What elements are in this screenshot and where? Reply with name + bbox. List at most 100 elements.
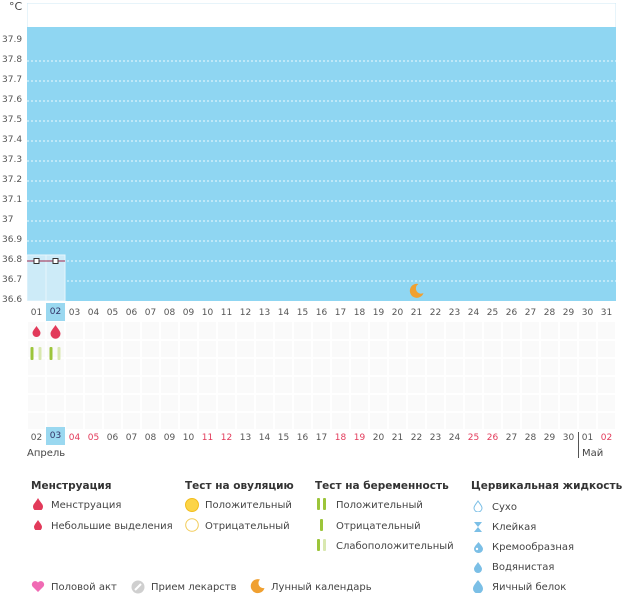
menstruation-drop-icon: [50, 325, 61, 339]
cycle-day-label[interactable]: 23: [448, 308, 461, 318]
cycle-day-label[interactable]: 13: [258, 308, 271, 318]
calendar-day-label[interactable]: 06: [106, 433, 119, 443]
pill-icon: [131, 580, 145, 594]
legend-menstruation-title: Менструация: [31, 480, 112, 492]
pregnancy-test-mark: [38, 347, 42, 360]
cycle-day-label[interactable]: 07: [144, 308, 157, 318]
calendar-day-label[interactable]: 12: [220, 433, 233, 443]
legend-cervical-watery: Водянистая: [492, 562, 555, 573]
cycle-day-label[interactable]: 15: [296, 308, 309, 318]
moon-icon: [250, 579, 265, 594]
cervical-egg-white-icon: [473, 580, 483, 593]
cycle-day-label[interactable]: 29: [562, 308, 575, 318]
calendar-day-label[interactable]: 21: [391, 433, 404, 443]
legend-menstruation: Менструация: [51, 500, 122, 511]
temperature-point: [33, 258, 40, 264]
calendar-day-label[interactable]: 01: [581, 433, 594, 443]
cycle-day-label[interactable]: 09: [182, 308, 195, 318]
legend-pregnancy-title: Тест на беременность: [315, 480, 449, 492]
cycle-day-label[interactable]: 01: [30, 308, 43, 318]
month-divider: [578, 432, 579, 458]
cycle-day-label[interactable]: 18: [353, 308, 366, 318]
calendar-day-label[interactable]: 20: [372, 433, 385, 443]
calendar-day-label[interactable]: 11: [201, 433, 214, 443]
calendar-day-label[interactable]: 23: [429, 433, 442, 443]
cycle-day-label[interactable]: 02: [46, 303, 65, 321]
calendar-day-label[interactable]: 04: [68, 433, 81, 443]
calendar-day-label[interactable]: 03: [46, 427, 65, 445]
y-tick-label: 37.1: [2, 195, 23, 205]
cycle-day-label[interactable]: 16: [315, 308, 328, 318]
cycle-day-label[interactable]: 25: [486, 308, 499, 318]
cycle-day-label[interactable]: 04: [87, 308, 100, 318]
pregnancy-weak-positive-icon: [317, 539, 326, 551]
month-end-label: Май: [582, 448, 604, 459]
y-tick-label: 37.5: [2, 115, 23, 125]
calendar-day-label[interactable]: 22: [410, 433, 423, 443]
cycle-day-label[interactable]: 10: [201, 308, 214, 318]
y-tick-label: 36.9: [2, 235, 23, 245]
cycle-day-label[interactable]: 06: [125, 308, 138, 318]
y-tick-label: 37.8: [2, 55, 23, 65]
cycle-day-label[interactable]: 28: [543, 308, 556, 318]
cycle-day-label[interactable]: 27: [524, 308, 537, 318]
ovulation-positive-icon: [185, 498, 199, 512]
legend-cervical-egg-white: Яичный белок: [492, 582, 567, 593]
heart-icon: [31, 581, 45, 592]
legend-lunar-calendar: Лунный календарь: [271, 582, 372, 593]
calendar-day-label[interactable]: 29: [543, 433, 556, 443]
calendar-day-label[interactable]: 09: [163, 433, 176, 443]
calendar-day-label[interactable]: 07: [125, 433, 138, 443]
legend-intercourse: Половой акт: [51, 582, 117, 593]
menstruation-drop-icon: [33, 498, 43, 510]
calendar-day-label[interactable]: 17: [315, 433, 328, 443]
cycle-day-label[interactable]: 12: [239, 308, 252, 318]
cycle-day-label[interactable]: 11: [220, 308, 233, 318]
moon-icon: [409, 283, 424, 298]
cycle-day-label[interactable]: 21: [410, 308, 423, 318]
calendar-day-label[interactable]: 14: [258, 433, 271, 443]
calendar-day-label[interactable]: 05: [87, 433, 100, 443]
temperature-chart[interactable]: [27, 3, 616, 301]
legend-ovulation-title: Тест на овуляцию: [185, 480, 294, 492]
calendar-day-label[interactable]: 15: [277, 433, 290, 443]
cycle-day-label[interactable]: 26: [505, 308, 518, 318]
calendar-day-label[interactable]: 25: [467, 433, 480, 443]
day-detail-grid[interactable]: [26, 322, 617, 429]
legend-ovulation-positive: Положительный: [205, 500, 292, 511]
calendar-day-label[interactable]: 16: [296, 433, 309, 443]
cycle-day-label[interactable]: 17: [334, 308, 347, 318]
calendar-day-label[interactable]: 28: [524, 433, 537, 443]
pregnancy-test-mark: [57, 347, 61, 360]
cycle-day-label[interactable]: 22: [429, 308, 442, 318]
calendar-day-label[interactable]: 27: [505, 433, 518, 443]
cycle-day-label[interactable]: 30: [581, 308, 594, 318]
calendar-day-label[interactable]: 08: [144, 433, 157, 443]
y-tick-label: 36.7: [2, 275, 23, 285]
calendar-day-label[interactable]: 18: [334, 433, 347, 443]
legend-medication: Прием лекарств: [151, 582, 237, 593]
cervical-watery-icon: [474, 562, 482, 573]
cycle-day-label[interactable]: 20: [391, 308, 404, 318]
cycle-day-label[interactable]: 05: [106, 308, 119, 318]
legend-pregnancy-weak: Слабоположительный: [336, 541, 454, 552]
cycle-day-label[interactable]: 31: [600, 308, 613, 318]
calendar-day-label[interactable]: 10: [182, 433, 195, 443]
plot-fill: [27, 27, 616, 301]
calendar-day-label[interactable]: 02: [30, 433, 43, 443]
calendar-day-label[interactable]: 13: [239, 433, 252, 443]
cycle-day-label[interactable]: 08: [163, 308, 176, 318]
calendar-day-label[interactable]: 19: [353, 433, 366, 443]
cycle-day-label[interactable]: 14: [277, 308, 290, 318]
calendar-day-label[interactable]: 24: [448, 433, 461, 443]
cycle-day-label[interactable]: 03: [68, 308, 81, 318]
legend-pregnancy-positive: Положительный: [336, 500, 423, 511]
calendar-day-label[interactable]: 26: [486, 433, 499, 443]
calendar-day-label[interactable]: 02: [600, 433, 613, 443]
y-tick-label: 37.2: [2, 175, 23, 185]
cycle-day-label[interactable]: 19: [372, 308, 385, 318]
pregnancy-negative-icon: [320, 519, 323, 531]
calendar-day-label[interactable]: 30: [562, 433, 575, 443]
cycle-day-label[interactable]: 24: [467, 308, 480, 318]
y-tick-label: 37.7: [2, 75, 23, 85]
